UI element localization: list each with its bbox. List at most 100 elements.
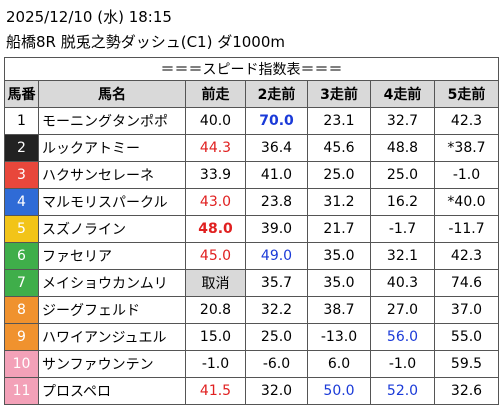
- speed-index: *38.7: [433, 134, 500, 162]
- horse-name: サンファウンテン: [38, 350, 186, 378]
- horse-row: 3 ハクサンセレーネ 33.9 41.0 25.0 25.0 -1.0: [4, 161, 500, 189]
- speed-index: 39.0: [245, 215, 308, 243]
- speed-index: 32.0: [245, 377, 308, 405]
- horse-number: 3: [4, 161, 39, 189]
- title-row: ＝＝＝スピード指数表＝＝＝: [3, 57, 500, 81]
- column-header: 5走前: [433, 80, 500, 108]
- speed-index: 21.7: [307, 215, 371, 243]
- speed-index: 36.4: [245, 134, 308, 162]
- horse-row: 7 メイショウカンムリ 取消 35.7 35.0 40.3 74.6: [4, 269, 500, 297]
- speed-index: 70.0: [245, 107, 308, 135]
- horse-row: 11 プロスペロ 41.5 32.0 50.0 52.0 32.6: [4, 377, 500, 405]
- horse-number: 9: [4, 323, 39, 351]
- speed-index: 49.0: [245, 242, 308, 270]
- speed-index: 31.2: [307, 188, 371, 216]
- speed-index: 32.6: [433, 377, 500, 405]
- speed-index: -13.0: [307, 323, 371, 351]
- column-header: 前走: [185, 80, 246, 108]
- speed-index: 42.3: [433, 107, 500, 135]
- speed-index: 32.7: [370, 107, 435, 135]
- horse-row: 5 スズノライン 48.0 39.0 21.7 -1.7 -11.7: [4, 215, 500, 243]
- speed-index: 35.7: [245, 269, 308, 297]
- speed-index: 52.0: [370, 377, 435, 405]
- horse-row: 2 ルックアトミー 44.3 36.4 45.6 48.8 *38.7: [4, 134, 500, 162]
- horse-number: 10: [4, 350, 39, 378]
- horse-name: ファセリア: [38, 242, 186, 270]
- speed-index: -1.0: [370, 350, 435, 378]
- speed-index: 25.0: [307, 161, 371, 189]
- speed-index: 48.0: [185, 215, 246, 243]
- horse-row: 8 ジーグフェルド 20.8 32.2 38.7 27.0 37.0: [4, 296, 500, 324]
- horse-number: 4: [4, 188, 39, 216]
- speed-index: -1.7: [370, 215, 435, 243]
- table-title: ＝＝＝スピード指数表＝＝＝: [3, 57, 500, 81]
- speed-index: 56.0: [370, 323, 435, 351]
- speed-index: 32.2: [245, 296, 308, 324]
- horse-number: 1: [4, 107, 39, 135]
- column-header: 馬名: [38, 80, 186, 108]
- horse-name: ルックアトミー: [38, 134, 186, 162]
- speed-index: 23.8: [245, 188, 308, 216]
- column-header: 2走前: [245, 80, 308, 108]
- horse-number: 7: [4, 269, 39, 297]
- speed-index: 42.3: [433, 242, 500, 270]
- speed-index: 16.2: [370, 188, 435, 216]
- speed-index: 38.7: [307, 296, 371, 324]
- horse-row: 10 サンファウンテン -1.0 -6.0 6.0 -1.0 59.5: [4, 350, 500, 378]
- horse-row: 1 モーニングタンポポ 40.0 70.0 23.1 32.7 42.3: [4, 107, 500, 135]
- speed-index: 35.0: [307, 242, 371, 270]
- column-header: 3走前: [307, 80, 371, 108]
- speed-index: -1.0: [185, 350, 246, 378]
- datetime: 2025/12/10 (水) 18:15: [6, 8, 172, 26]
- horse-name: プロスペロ: [38, 377, 186, 405]
- horse-name: スズノライン: [38, 215, 186, 243]
- horse-number: 2: [4, 134, 39, 162]
- horse-row: 6 ファセリア 45.0 49.0 35.0 32.1 42.3: [4, 242, 500, 270]
- speed-index: 25.0: [245, 323, 308, 351]
- speed-index: 48.8: [370, 134, 435, 162]
- speed-index: *40.0: [433, 188, 500, 216]
- speed-index: 74.6: [433, 269, 500, 297]
- speed-index: -1.0: [433, 161, 500, 189]
- speed-index: 15.0: [185, 323, 246, 351]
- column-header: 4走前: [370, 80, 435, 108]
- speed-index: 45.6: [307, 134, 371, 162]
- horse-row: 9 ハワイアンジュエル 15.0 25.0 -13.0 56.0 55.0: [4, 323, 500, 351]
- race-name: 船橋8R 脱兎之勢ダッシュ(C1) ダ1000m: [6, 33, 286, 51]
- speed-index: -6.0: [245, 350, 308, 378]
- header-row: 馬番 馬名 前走 2走前 3走前 4走前 5走前: [4, 80, 500, 108]
- horse-number: 5: [4, 215, 39, 243]
- horse-number: 6: [4, 242, 39, 270]
- speed-index: 32.1: [370, 242, 435, 270]
- horse-number: 8: [4, 296, 39, 324]
- speed-index: 50.0: [307, 377, 371, 405]
- horse-name: モーニングタンポポ: [38, 107, 186, 135]
- speed-table: ＝＝＝スピード指数表＝＝＝ 馬番 馬名 前走 2走前 3走前 4走前 5走前 1 モーニングタ…: [3, 57, 500, 405]
- speed-index: 20.8: [185, 296, 246, 324]
- speed-index: 40.3: [370, 269, 435, 297]
- speed-index: 35.0: [307, 269, 371, 297]
- speed-index: 43.0: [185, 188, 246, 216]
- speed-index: 59.5: [433, 350, 500, 378]
- horse-name: ハクサンセレーネ: [38, 161, 186, 189]
- speed-index: 41.5: [185, 377, 246, 405]
- horse-number: 11: [4, 377, 39, 405]
- speed-index: -11.7: [433, 215, 500, 243]
- speed-index: 40.0: [185, 107, 246, 135]
- horse-row: 4 マルモリスパークル 43.0 23.8 31.2 16.2 *40.0: [4, 188, 500, 216]
- speed-index: 6.0: [307, 350, 371, 378]
- speed-index: 37.0: [433, 296, 500, 324]
- speed-index: 45.0: [185, 242, 246, 270]
- speed-index: 25.0: [370, 161, 435, 189]
- column-header: 馬番: [4, 80, 39, 108]
- horse-name: ハワイアンジュエル: [38, 323, 186, 351]
- horse-name: メイショウカンムリ: [38, 269, 186, 297]
- speed-index: 55.0: [433, 323, 500, 351]
- speed-index: 33.9: [185, 161, 246, 189]
- speed-index: 23.1: [307, 107, 371, 135]
- speed-index: 44.3: [185, 134, 246, 162]
- speed-index: 取消: [185, 269, 246, 297]
- speed-index: 27.0: [370, 296, 435, 324]
- horse-name: ジーグフェルド: [38, 296, 186, 324]
